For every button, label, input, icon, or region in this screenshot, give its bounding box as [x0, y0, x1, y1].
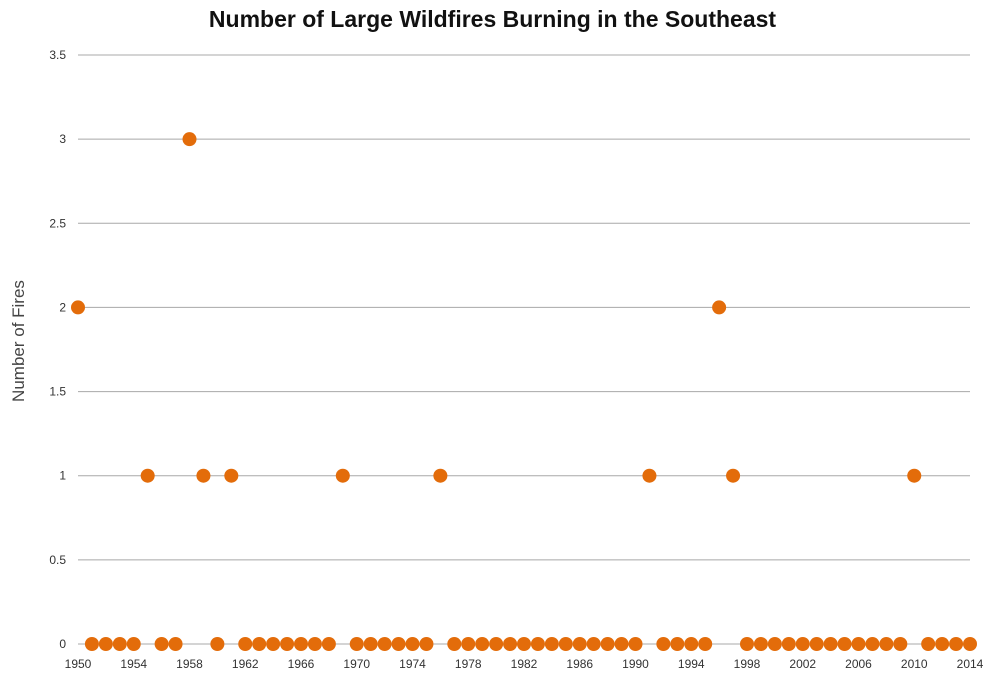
x-tick-label: 1974 [399, 657, 426, 671]
y-tick-label: 0.5 [49, 553, 66, 567]
data-point [71, 300, 85, 315]
y-tick-label: 3.5 [49, 48, 66, 62]
x-tick-label: 2010 [901, 657, 928, 671]
data-point [530, 637, 545, 651]
data-point [865, 637, 880, 651]
data-point [935, 637, 950, 651]
y-tick-label: 0 [59, 637, 66, 651]
data-point [823, 637, 838, 651]
data-point [433, 468, 448, 483]
data-point [670, 637, 685, 651]
data-point [614, 637, 629, 651]
data-point [558, 637, 573, 651]
data-point [572, 637, 587, 651]
data-point [84, 637, 99, 651]
x-tick-label: 1954 [120, 657, 147, 671]
x-tick-label: 1990 [622, 657, 649, 671]
data-point [280, 637, 295, 651]
y-tick-label: 3 [59, 132, 66, 146]
x-tick-label: 1962 [232, 657, 259, 671]
data-point [698, 637, 713, 651]
data-point [600, 637, 615, 651]
data-point [307, 637, 322, 651]
data-point [252, 637, 267, 651]
data-point [837, 637, 852, 651]
data-point [517, 637, 531, 651]
y-tick-label: 1 [59, 469, 66, 483]
data-point [949, 637, 964, 651]
data-point [377, 637, 392, 651]
data-point [963, 637, 977, 651]
data-point [656, 637, 671, 651]
x-axis-ticks: 1950 1954 1958 1962 1966 1970 1974 1978 1982 1986… [65, 657, 984, 671]
data-point [586, 637, 601, 651]
data-point [503, 637, 518, 651]
data-point [266, 637, 281, 651]
x-tick-label: 1958 [176, 657, 203, 671]
data-point [851, 637, 866, 651]
x-tick-label: 2014 [957, 657, 984, 671]
data-point [238, 637, 253, 651]
data-point [907, 468, 922, 483]
data-point [447, 637, 462, 651]
x-tick-label: 1966 [288, 657, 315, 671]
data-point [628, 637, 643, 651]
data-point [642, 468, 657, 483]
data-point [921, 637, 936, 651]
data-point [321, 637, 336, 651]
data-point [391, 637, 406, 651]
x-tick-label: 2006 [845, 657, 872, 671]
data-point [112, 637, 127, 651]
data-point [335, 468, 350, 483]
x-tick-label: 1982 [511, 657, 538, 671]
y-tick-label: 2 [59, 300, 66, 314]
data-point [196, 468, 211, 483]
gridlines [78, 54, 970, 645]
data-point [140, 468, 155, 483]
data-point [489, 637, 504, 651]
data-point [405, 637, 420, 651]
y-tick-label: 2.5 [49, 216, 66, 230]
data-point [182, 132, 197, 147]
data-points [71, 132, 977, 651]
data-point [795, 637, 810, 651]
data-point [210, 637, 225, 651]
data-point [753, 637, 768, 651]
data-point [893, 637, 908, 651]
x-tick-label: 1998 [734, 657, 761, 671]
chart-title: Number of Large Wildfires Burning in the… [208, 6, 777, 32]
x-tick-label: 1986 [566, 657, 593, 671]
data-point [879, 637, 894, 651]
data-point [294, 637, 308, 651]
x-tick-label: 1970 [343, 657, 370, 671]
data-point [98, 637, 113, 651]
y-tick-label: 1.5 [49, 385, 66, 399]
x-tick-label: 2002 [789, 657, 816, 671]
data-point [224, 468, 239, 483]
x-tick-label: 1978 [455, 657, 482, 671]
data-point [712, 300, 727, 315]
x-tick-label: 1994 [678, 657, 705, 671]
y-axis-ticks: 0 0.5 1 1.5 2 2.5 3 3.5 [49, 48, 66, 651]
data-point [168, 637, 183, 651]
x-tick-label: 1950 [65, 657, 92, 671]
data-point [726, 468, 741, 483]
data-point [461, 637, 476, 651]
data-point [684, 637, 699, 651]
y-axis-label: Number of Fires [9, 280, 28, 402]
data-point [544, 637, 559, 651]
data-point [767, 637, 782, 651]
data-point [349, 637, 364, 651]
data-point [363, 637, 378, 651]
data-point [740, 637, 754, 651]
data-point [781, 637, 796, 651]
data-point [126, 637, 141, 651]
data-point [154, 637, 169, 651]
data-point [809, 637, 824, 651]
data-point [419, 637, 434, 651]
data-point [475, 637, 490, 651]
